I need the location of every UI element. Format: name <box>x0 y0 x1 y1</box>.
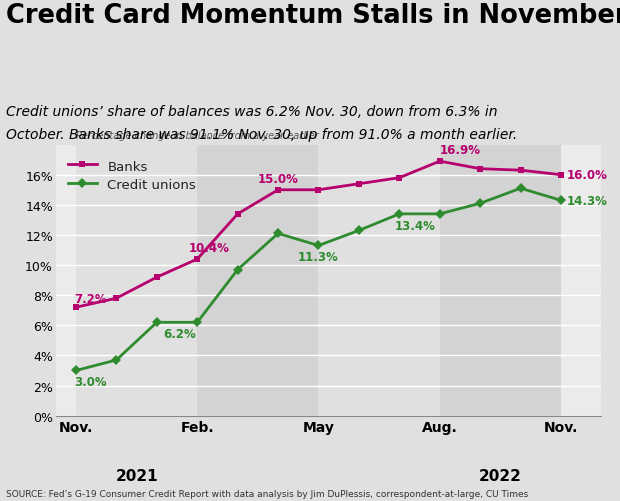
Credit unions <box>355 228 363 234</box>
Text: 3.0%: 3.0% <box>74 376 107 388</box>
Line: Banks: Banks <box>73 158 564 311</box>
Text: 16.0%: 16.0% <box>567 169 608 182</box>
Credit unions <box>476 201 484 207</box>
Text: 11.3%: 11.3% <box>298 251 339 264</box>
Text: 15.0%: 15.0% <box>258 173 298 185</box>
Text: October. Banks share was 91.1% Nov. 30, up from 91.0% a month earlier.: October. Banks share was 91.1% Nov. 30, … <box>6 128 518 142</box>
Banks <box>436 159 443 165</box>
Text: 7.2%: 7.2% <box>74 292 107 305</box>
Bar <box>319 145 440 416</box>
Text: 14.3%: 14.3% <box>567 194 608 207</box>
Bar <box>197 145 319 416</box>
Text: 2022: 2022 <box>479 468 522 483</box>
Text: 10.4%: 10.4% <box>189 242 230 255</box>
Text: 16.9%: 16.9% <box>440 144 480 157</box>
Banks <box>557 172 565 178</box>
Credit unions <box>73 368 80 374</box>
Text: 6.2%: 6.2% <box>163 328 196 340</box>
Banks <box>73 305 80 311</box>
Credit unions <box>315 243 322 249</box>
Banks <box>234 211 241 217</box>
Banks <box>315 187 322 193</box>
Banks <box>193 257 201 263</box>
Banks <box>275 187 282 193</box>
Line: Credit unions: Credit unions <box>73 185 564 374</box>
Credit unions <box>275 231 282 237</box>
Credit unions <box>113 357 120 363</box>
Legend: Banks, Credit unions: Banks, Credit unions <box>63 155 202 197</box>
Text: Percentage change in balance from a year earlier: Percentage change in balance from a year… <box>76 131 319 141</box>
Bar <box>76 145 197 416</box>
Banks <box>355 181 363 187</box>
Banks <box>153 275 161 281</box>
Credit unions <box>396 211 403 217</box>
Banks <box>113 296 120 302</box>
Credit unions <box>193 320 201 326</box>
Text: Credit Card Momentum Stalls in November: Credit Card Momentum Stalls in November <box>6 3 620 29</box>
Credit unions <box>234 267 241 273</box>
Credit unions <box>153 320 161 326</box>
Credit unions <box>557 198 565 204</box>
Text: 2021: 2021 <box>115 468 158 483</box>
Banks <box>396 175 403 181</box>
Banks <box>517 168 525 174</box>
Text: SOURCE: Fed’s G-19 Consumer Credit Report with data analysis by Jim DuPlessis, c: SOURCE: Fed’s G-19 Consumer Credit Repor… <box>6 489 528 498</box>
Text: 13.4%: 13.4% <box>395 219 436 232</box>
Text: Credit unions’ share of balances was 6.2% Nov. 30, down from 6.3% in: Credit unions’ share of balances was 6.2… <box>6 105 498 119</box>
Bar <box>440 145 561 416</box>
Credit unions <box>517 186 525 192</box>
Banks <box>476 166 484 172</box>
Credit unions <box>436 211 443 217</box>
